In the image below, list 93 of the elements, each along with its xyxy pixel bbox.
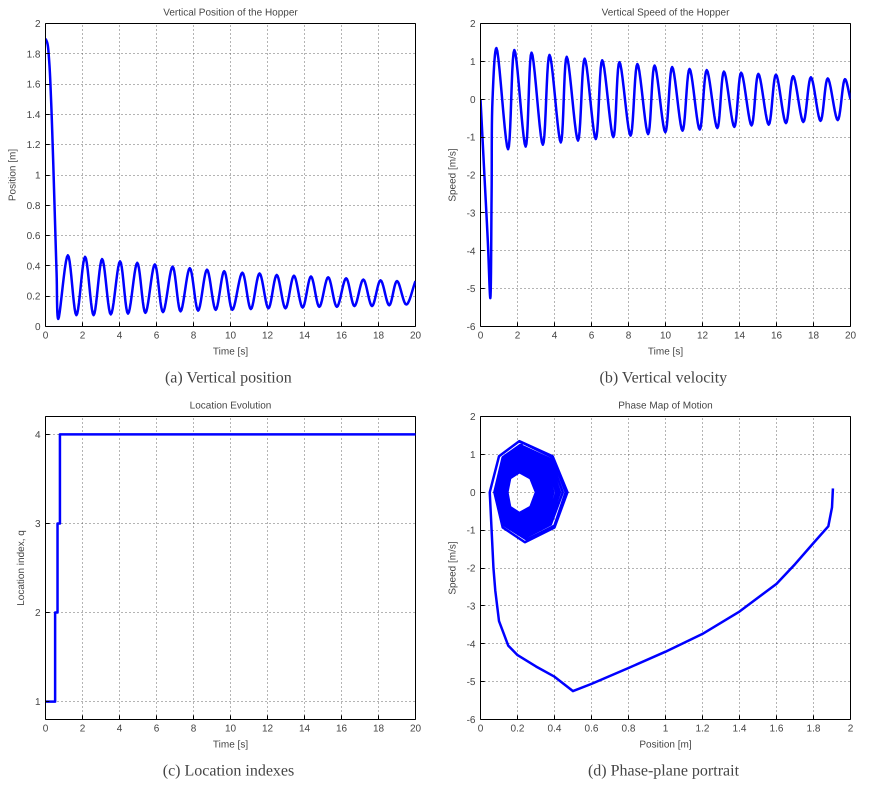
y-tick-label: -1 <box>466 526 476 537</box>
y-tick-label: -1 <box>466 132 476 144</box>
x-tick-label: 8 <box>190 724 197 734</box>
y-tick-label: 2 <box>34 608 41 620</box>
y-tick-label: 1.8 <box>26 49 41 60</box>
y-tick-label: 1 <box>34 697 41 708</box>
y-tick-label: 1 <box>470 56 476 68</box>
x-tick-label: 14 <box>298 330 310 342</box>
x-tick-label: 10 <box>224 330 236 342</box>
x-tick-label: 0 <box>42 724 49 734</box>
x-tick-label: 14 <box>734 330 746 342</box>
y-tick-label: -4 <box>466 246 476 258</box>
x-tick-label: 0 <box>478 330 484 342</box>
y-tick-label: 0.8 <box>26 200 41 212</box>
x-tick-label: 18 <box>808 330 820 342</box>
x-tick-label: 0.6 <box>584 724 599 734</box>
y-tick-label: 1 <box>34 170 41 182</box>
y-axis-title: Location index, q <box>16 530 27 606</box>
y-tick-label: -2 <box>466 564 476 574</box>
x-tick-label: 12 <box>262 724 274 734</box>
x-tick-label: 0 <box>478 724 484 734</box>
y-tick-label: -6 <box>466 715 476 726</box>
x-tick-label: 10 <box>224 724 236 734</box>
x-tick-label: 2 <box>848 724 854 734</box>
chart-title: Phase Map of Motion <box>618 400 713 412</box>
y-tick-label: 2 <box>470 412 476 423</box>
x-tick-label: 0.2 <box>510 724 525 734</box>
x-axis-title: Time [s] <box>212 346 248 358</box>
x-tick-label: 20 <box>844 330 856 342</box>
x-tick-label: 6 <box>154 330 160 342</box>
x-tick-label: 14 <box>298 724 310 734</box>
x-tick-label: 12 <box>262 330 274 342</box>
y-tick-label: 4 <box>34 430 41 441</box>
y-tick-label: 1 <box>470 450 476 461</box>
x-tick-label: 16 <box>336 724 348 734</box>
x-tick-label: 0.4 <box>548 724 562 734</box>
y-tick-label: 0.4 <box>26 261 41 272</box>
x-axis-title: Position [m] <box>639 740 692 750</box>
chart-title: Location Evolution <box>190 400 272 412</box>
x-tick-label: 16 <box>770 330 782 342</box>
y-tick-label: 0.6 <box>26 231 41 242</box>
y-tick-label: -3 <box>466 208 476 220</box>
x-tick-label: 6 <box>588 330 595 342</box>
y-tick-label: 0 <box>34 322 41 333</box>
chart-title: Vertical Position of the Hopper <box>163 8 298 18</box>
y-tick-label: 3 <box>34 518 41 530</box>
y-tick-label: -5 <box>466 284 476 296</box>
y-tick-label: 2 <box>34 19 41 30</box>
y-tick-label: 1.6 <box>26 80 41 91</box>
y-tick-label: 1.2 <box>26 140 41 152</box>
x-tick-label: 10 <box>660 330 672 342</box>
x-axis-title: Time [s] <box>212 740 248 750</box>
y-axis-title: Speed [m/s] <box>448 541 459 595</box>
x-tick-label: 4 <box>116 724 123 734</box>
text: (b) Vertical velocity <box>600 370 728 386</box>
text: (a) Vertical position <box>164 370 292 386</box>
x-tick-label: 20 <box>410 724 422 734</box>
y-axis-title: Position [m] <box>8 148 19 202</box>
y-tick-label: -3 <box>466 601 476 612</box>
y-tick-label: 0.2 <box>26 292 41 303</box>
text: (c) Location indexes <box>162 762 294 780</box>
x-tick-label: 1 <box>662 724 669 734</box>
x-tick-label: 18 <box>372 330 384 342</box>
y-tick-label: -4 <box>466 639 476 650</box>
x-tick-label: 0 <box>42 330 49 342</box>
y-axis-title: Speed [m/s] <box>448 148 459 202</box>
y-tick-label: -5 <box>466 677 476 688</box>
x-tick-label: 4 <box>552 330 558 342</box>
x-tick-label: 2 <box>80 330 86 342</box>
x-tick-label: 2 <box>514 330 521 342</box>
x-tick-label: 6 <box>154 724 160 734</box>
x-tick-label: 1.4 <box>732 724 747 734</box>
y-tick-label: 1.4 <box>26 110 41 121</box>
y-tick-label: 0 <box>470 488 476 499</box>
x-tick-label: 18 <box>372 724 384 734</box>
y-tick-label: 2 <box>470 19 476 30</box>
y-tick-label: -2 <box>466 170 476 182</box>
x-axis-title: Time [s] <box>648 346 684 358</box>
x-tick-label: 12 <box>696 330 708 342</box>
x-tick-label: 1.8 <box>806 724 821 734</box>
x-tick-label: 1.6 <box>770 724 784 734</box>
x-tick-label: 8 <box>626 330 632 342</box>
text: (d) Phase-plane portrait <box>588 762 740 780</box>
x-tick-label: 2 <box>80 724 86 734</box>
y-tick-label: 0 <box>470 94 476 106</box>
x-tick-label: 1.2 <box>696 724 710 734</box>
x-tick-label: 8 <box>190 330 197 342</box>
x-tick-label: 4 <box>116 330 123 342</box>
x-tick-label: 20 <box>410 330 422 342</box>
y-tick-label: -6 <box>466 322 476 333</box>
chart-title: Vertical Speed of the Hopper <box>602 8 730 18</box>
x-tick-label: 0.8 <box>622 724 636 734</box>
x-tick-label: 16 <box>336 330 348 342</box>
